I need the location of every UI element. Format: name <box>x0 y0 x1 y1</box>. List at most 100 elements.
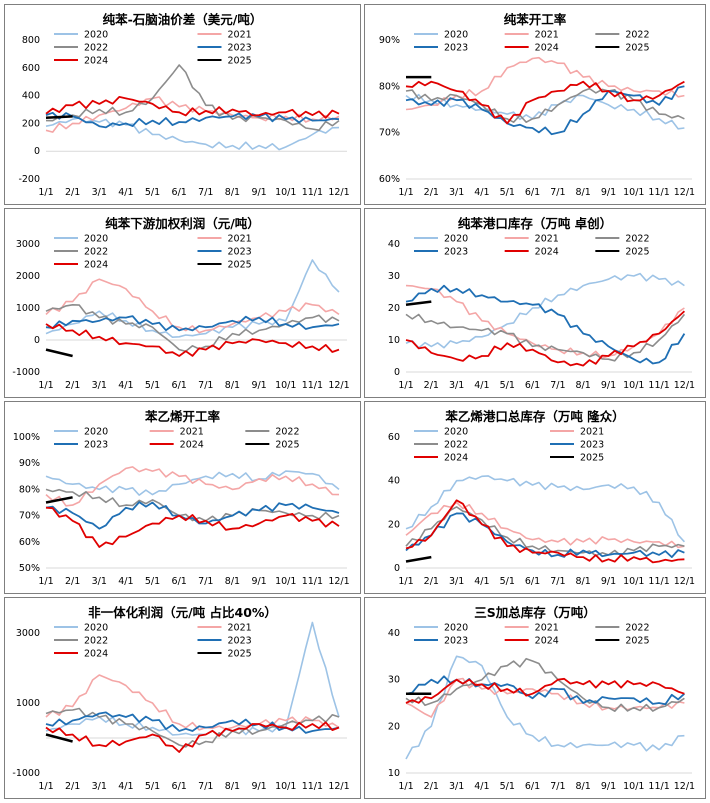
legend-item-2022: 2022 <box>414 440 468 451</box>
legend-item-2020: 2020 <box>54 234 108 245</box>
legend-label: 2022 <box>84 247 108 258</box>
series-line-2023 <box>45 315 340 332</box>
x-tick-label: 8/1 <box>225 187 240 198</box>
series-line-2024 <box>405 80 685 125</box>
legend-label: 2025 <box>228 649 252 660</box>
x-tick-label: 1/1 <box>38 576 53 587</box>
legend-item-2024: 2024 <box>504 636 559 647</box>
panel-border <box>4 597 361 799</box>
chart-panel-7: 非一体化利润（元/吨 占比40%） -1000 1000 3000 1/1 2/1 3/1 4… <box>4 597 361 799</box>
x-tick-label: 8/1 <box>576 380 591 391</box>
x-tick-label: 10/1 <box>275 781 296 792</box>
panel-border <box>364 401 706 594</box>
legend-item-2021: 2021 <box>197 30 252 41</box>
panel-border <box>364 4 706 205</box>
y-tick-label: 70% <box>379 128 400 139</box>
x-tick-label: 7/1 <box>198 576 213 587</box>
legend-item-2025: 2025 <box>245 440 300 451</box>
series-line-2023 <box>405 85 685 136</box>
y-tick-label: 2000 <box>16 271 40 282</box>
x-tick-label: 7/1 <box>198 781 213 792</box>
x-tick-label: 3/1 <box>92 781 107 792</box>
legend-item-2024: 2024 <box>149 440 204 451</box>
legend-item-2021: 2021 <box>504 623 559 634</box>
legend-label: 2025 <box>228 56 252 67</box>
x-tick-label: 1/1 <box>38 187 53 198</box>
chart-title: 纯苯开工率 <box>504 12 567 27</box>
legend-label: 2021 <box>535 234 559 245</box>
chart-title: 纯苯港口库存（万吨 卓创） <box>458 216 612 231</box>
series-line-2021 <box>45 674 340 731</box>
x-tick-label: 12/1 <box>328 380 349 391</box>
x-tick-label: 6/1 <box>172 380 187 391</box>
x-tick-label: 10/1 <box>275 187 296 198</box>
y-tick-label: 10 <box>388 335 400 346</box>
series-line-2023 <box>405 284 686 365</box>
series-line-2020 <box>45 117 340 151</box>
x-tick-label: 9/1 <box>251 576 266 587</box>
series-line-2022 <box>45 707 340 748</box>
legend-item-2025: 2025 <box>197 649 252 660</box>
x-tick-label: 10/1 <box>275 576 296 587</box>
legend-item-2021: 2021 <box>504 234 559 245</box>
x-tick-label: 6/1 <box>525 781 540 792</box>
x-tick-label: 11/1 <box>302 781 323 792</box>
y-tick-label: -1000 <box>12 768 40 779</box>
y-tick-label: 50% <box>19 563 40 574</box>
x-tick-label: 10/1 <box>623 187 644 198</box>
legend-label: 2025 <box>625 43 649 54</box>
x-tick-label: 7/1 <box>198 380 213 391</box>
x-tick-label: 5/1 <box>145 576 160 587</box>
y-tick-label: 70% <box>19 511 40 522</box>
legend-label: 2021 <box>228 30 252 41</box>
x-tick-label: 1/1 <box>38 380 53 391</box>
series-line-2022 <box>405 87 685 123</box>
y-tick-label: 100% <box>13 432 40 443</box>
series-line-2021 <box>45 466 340 507</box>
chart-panel-3: 纯苯下游加权利润（元/吨） -1000 0 1000 2000 3000 1/1 2/1 3/1… <box>4 208 361 398</box>
y-tick-label: 30 <box>388 271 400 282</box>
x-tick-label: 1/1 <box>398 380 413 391</box>
legend-item-2025: 2025 <box>197 260 252 271</box>
legend-item-2024: 2024 <box>414 453 468 464</box>
x-tick-label: 10/1 <box>623 781 644 792</box>
legend-item-2021: 2021 <box>197 234 252 245</box>
x-tick-label: 12/1 <box>328 187 349 198</box>
x-tick-label: 2/1 <box>65 576 80 587</box>
x-tick-label: 3/1 <box>92 380 107 391</box>
series-line-2024 <box>45 323 340 357</box>
series-line-2024 <box>45 96 340 119</box>
chart-panel-2: 纯苯开工率 60% 70% 80% 90% 1/1 2/1 3/1 4/1 5/1 6/1 7/1 8/… <box>364 4 706 205</box>
x-tick-label: 4/1 <box>118 576 133 587</box>
chart-title: 非一体化利润（元/吨 占比40%） <box>88 605 277 620</box>
series-line-2020 <box>405 475 685 543</box>
legend-item-2024: 2024 <box>54 56 108 67</box>
series-line-2022 <box>45 303 340 353</box>
y-tick-label: -1000 <box>12 367 40 378</box>
legend-label: 2022 <box>84 43 108 54</box>
legend-item-2020: 2020 <box>54 623 108 634</box>
x-tick-label: 5/1 <box>500 576 515 587</box>
legend-label: 2024 <box>535 636 559 647</box>
x-tick-label: 11/1 <box>648 187 669 198</box>
y-tick-label: 1000 <box>16 303 40 314</box>
x-tick-label: 5/1 <box>145 781 160 792</box>
y-tick-label: 90% <box>379 35 400 46</box>
x-tick-label: 7/1 <box>550 380 565 391</box>
legend-item-2024: 2024 <box>54 260 108 271</box>
legend-label: 2022 <box>625 623 649 634</box>
legend-label: 2023 <box>228 247 252 258</box>
series-line-2025 <box>405 300 432 307</box>
x-tick-label: 3/1 <box>449 380 464 391</box>
legend-item-2025: 2025 <box>550 453 604 464</box>
series-line-2025 <box>45 496 73 504</box>
series-line-2020 <box>45 470 340 496</box>
series-line-2020 <box>405 272 685 349</box>
chart-panel-8: 三S加总库存（万吨） 10 20 30 40 1/1 2/1 3/1 4/1 5/1 6/1 7/1 8… <box>364 597 706 799</box>
legend-label: 2023 <box>228 636 252 647</box>
x-tick-label: 6/1 <box>172 576 187 587</box>
x-tick-label: 2/1 <box>65 187 80 198</box>
legend-label: 2023 <box>228 43 252 54</box>
series-line-2024 <box>405 499 685 564</box>
x-tick-label: 5/1 <box>500 187 515 198</box>
